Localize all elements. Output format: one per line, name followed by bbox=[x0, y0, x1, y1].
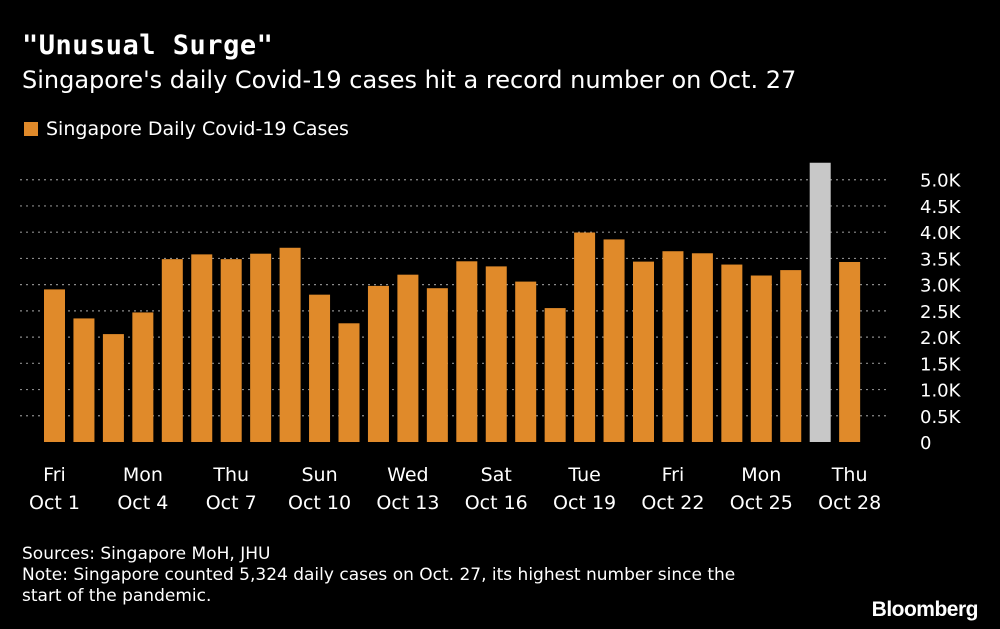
bloomberg-logo: Bloomberg bbox=[871, 598, 979, 621]
bar bbox=[603, 239, 625, 442]
y-tick-label: 2.0K bbox=[920, 328, 962, 349]
bar bbox=[44, 289, 65, 442]
note-text-line1: Note: Singapore counted 5,324 daily case… bbox=[22, 565, 736, 585]
x-tick-date-label: Oct 25 bbox=[730, 492, 793, 514]
note-text-line2: start of the pandemic. bbox=[22, 586, 212, 606]
bar bbox=[338, 323, 360, 442]
bar bbox=[426, 288, 448, 442]
bar bbox=[309, 294, 331, 442]
bar bbox=[367, 285, 389, 442]
x-tick-day-label: Mon bbox=[123, 464, 163, 486]
legend-label: Singapore Daily Covid-19 Cases bbox=[46, 118, 349, 140]
bar bbox=[102, 334, 124, 442]
bar bbox=[544, 308, 566, 442]
bar bbox=[456, 261, 478, 442]
y-tick-label: 4.5K bbox=[920, 197, 962, 218]
x-tick-day-label: Fri bbox=[43, 464, 66, 486]
y-tick-label: 0 bbox=[920, 433, 931, 454]
chart-footer: Sources: Singapore MoH, JHU Note: Singap… bbox=[22, 544, 735, 607]
x-tick-day-label: Thu bbox=[212, 464, 249, 486]
highlight-bar bbox=[809, 162, 831, 442]
x-tick-date-label: Oct 7 bbox=[206, 492, 257, 514]
bar bbox=[515, 281, 537, 442]
x-tick-date-label: Oct 22 bbox=[641, 492, 704, 514]
y-tick-label: 1.0K bbox=[920, 381, 962, 402]
legend: Singapore Daily Covid-19 Cases bbox=[24, 118, 349, 140]
bar bbox=[132, 312, 154, 442]
y-tick-label: 5.0K bbox=[920, 171, 962, 192]
x-tick-day-label: Sat bbox=[481, 464, 512, 486]
bar bbox=[161, 259, 183, 442]
x-tick-date-label: Oct 13 bbox=[376, 492, 439, 514]
y-tick-label: 3.0K bbox=[920, 276, 962, 297]
bar bbox=[397, 274, 419, 442]
y-tick-label: 1.5K bbox=[920, 354, 962, 375]
x-tick-day-label: Thu bbox=[831, 464, 868, 486]
x-tick-date-label: Oct 10 bbox=[288, 492, 351, 514]
bar bbox=[191, 254, 213, 442]
bar bbox=[250, 253, 272, 442]
x-tick-day-label: Sun bbox=[301, 464, 337, 486]
y-tick-label: 2.5K bbox=[920, 302, 962, 323]
y-tick-label: 4.0K bbox=[920, 223, 962, 244]
y-tick-label: 0.5K bbox=[920, 407, 962, 428]
bar bbox=[780, 270, 802, 442]
x-tick-date-label: Oct 4 bbox=[117, 492, 168, 514]
chart-subtitle: Singapore's daily Covid-19 cases hit a r… bbox=[22, 66, 797, 94]
x-tick-date-label: Oct 1 bbox=[29, 492, 80, 514]
bar bbox=[279, 247, 301, 442]
x-tick-date-label: Oct 28 bbox=[818, 492, 881, 514]
bar bbox=[662, 251, 684, 442]
y-tick-label: 3.5K bbox=[920, 249, 962, 270]
x-tick-day-label: Mon bbox=[741, 464, 781, 486]
bar bbox=[633, 261, 654, 442]
chart-title: "Unusual Surge" bbox=[22, 30, 274, 61]
bar bbox=[485, 266, 507, 442]
x-tick-day-label: Tue bbox=[567, 464, 600, 486]
x-tick-date-label: Oct 19 bbox=[553, 492, 616, 514]
bar bbox=[220, 259, 242, 442]
bar bbox=[721, 264, 743, 442]
x-tick-day-label: Fri bbox=[662, 464, 685, 486]
bar bbox=[839, 261, 861, 442]
x-tick-day-label: Wed bbox=[387, 464, 428, 486]
bar bbox=[750, 275, 772, 442]
bar bbox=[574, 232, 596, 442]
legend-swatch bbox=[24, 122, 38, 136]
x-tick-date-label: Oct 16 bbox=[465, 492, 528, 514]
bar bbox=[73, 318, 95, 442]
sources-text: Sources: Singapore MoH, JHU bbox=[22, 544, 271, 564]
bar bbox=[691, 253, 713, 442]
